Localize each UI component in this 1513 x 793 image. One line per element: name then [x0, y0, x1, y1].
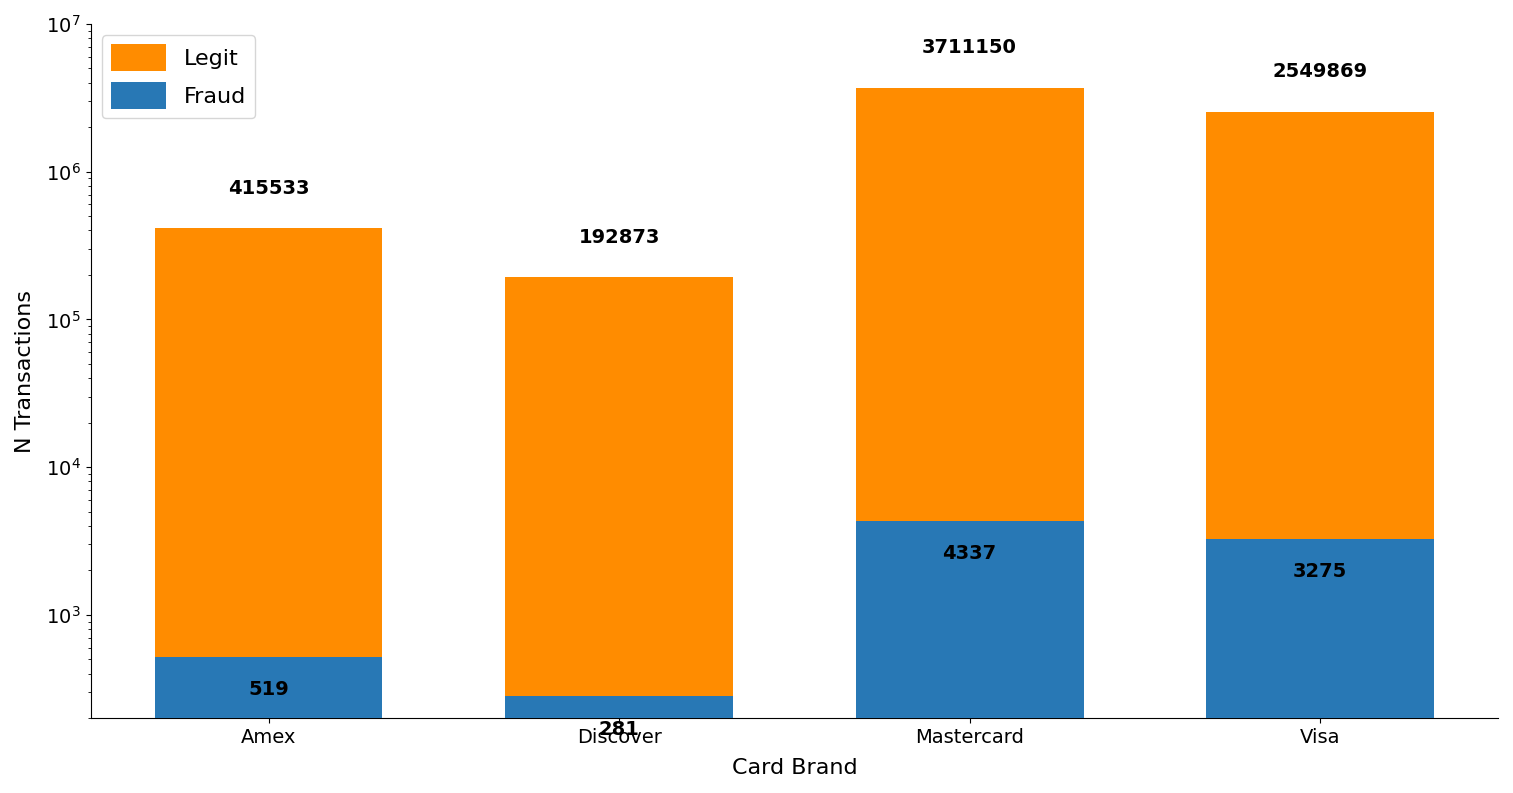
Bar [1206, 538, 1434, 793]
X-axis label: Card Brand: Card Brand [731, 758, 858, 778]
Text: 3275: 3275 [1294, 562, 1347, 581]
Y-axis label: N Transactions: N Transactions [15, 289, 35, 453]
Text: 4337: 4337 [943, 544, 997, 563]
Bar [154, 657, 383, 793]
Bar [856, 87, 1083, 793]
Bar [856, 521, 1083, 793]
Bar [154, 228, 383, 793]
Text: 2549869: 2549869 [1272, 63, 1368, 82]
Legend: Legit, Fraud: Legit, Fraud [101, 35, 256, 118]
Text: 192873: 192873 [578, 228, 660, 247]
Text: 281: 281 [599, 719, 640, 738]
Bar [1206, 112, 1434, 793]
Text: 3711150: 3711150 [921, 38, 1017, 57]
Bar [505, 278, 732, 793]
Text: 519: 519 [248, 680, 289, 699]
Bar [505, 696, 732, 793]
Text: 415533: 415533 [228, 179, 309, 198]
